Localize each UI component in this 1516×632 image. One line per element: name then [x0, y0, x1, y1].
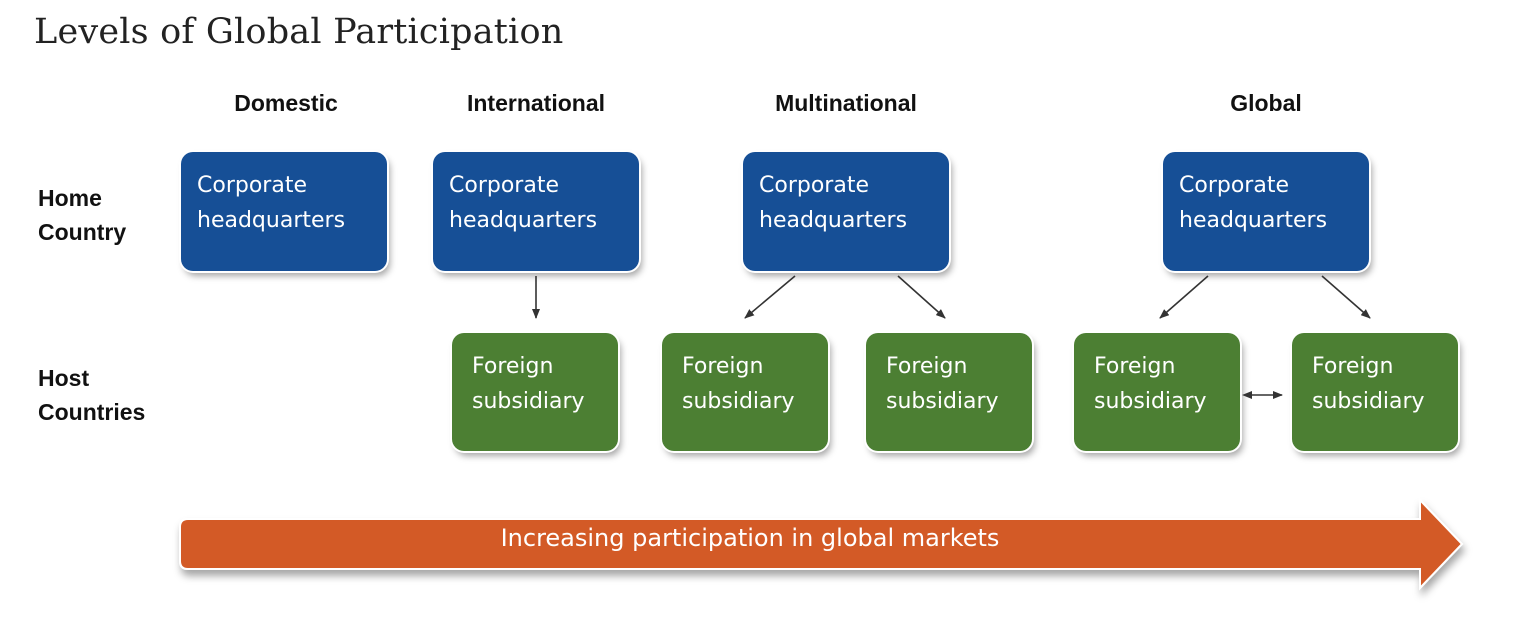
- arrow-multinational-hq-to-subsidiary-2: [897, 275, 946, 319]
- subsidiary-label-line: Foreign: [1312, 354, 1394, 379]
- subsidiary-label-line: Foreign: [682, 354, 764, 379]
- row-heading-host-countries: Host Countries: [38, 361, 145, 429]
- hq-box-global: Corporate headquarters: [1163, 152, 1369, 271]
- hq-box-domestic: Corporate headquarters: [181, 152, 387, 271]
- hq-label-line: Corporate: [449, 173, 559, 198]
- subsidiary-label-line: Foreign: [472, 354, 554, 379]
- subsidiary-box-global-2: Foreign subsidiary: [1292, 333, 1458, 451]
- participation-banner-arrow: [179, 497, 1464, 591]
- row-heading-line: Country: [38, 219, 127, 245]
- hq-label-line: headquarters: [449, 208, 598, 233]
- subsidiary-box-multinational-2: Foreign subsidiary: [866, 333, 1032, 451]
- diagram-title: Levels of Global Participation: [34, 12, 564, 52]
- subsidiary-box-global-1: Foreign subsidiary: [1074, 333, 1240, 451]
- hq-label-line: Corporate: [1179, 173, 1289, 198]
- hq-label-line: headquarters: [759, 208, 908, 233]
- hq-label-line: Corporate: [759, 173, 869, 198]
- subsidiary-label-line: Foreign: [1094, 354, 1176, 379]
- row-heading-home-country: Home Country: [38, 181, 126, 249]
- row-heading-line: Home: [38, 185, 102, 211]
- subsidiary-label-line: subsidiary: [1312, 389, 1425, 414]
- column-heading-domestic: Domestic: [234, 90, 338, 116]
- subsidiary-label-line: subsidiary: [682, 389, 795, 414]
- row-heading-line: Host: [38, 365, 90, 391]
- column-heading-global: Global: [1230, 90, 1302, 116]
- subsidiary-label-line: subsidiary: [886, 389, 999, 414]
- hq-box-international: Corporate headquarters: [433, 152, 639, 271]
- row-heading-line: Countries: [38, 399, 146, 425]
- hq-label-line: headquarters: [1179, 208, 1328, 233]
- arrow-global-hq-to-subsidiary-2: [1321, 275, 1371, 319]
- column-heading-international: International: [466, 90, 605, 116]
- column-heading-multinational: Multinational: [775, 90, 917, 116]
- subsidiary-label-line: subsidiary: [1094, 389, 1207, 414]
- hq-label-line: headquarters: [197, 208, 346, 233]
- hq-box-multinational: Corporate headquarters: [743, 152, 949, 271]
- subsidiary-box-international: Foreign subsidiary: [452, 333, 618, 451]
- subsidiary-label-line: subsidiary: [472, 389, 585, 414]
- subsidiary-label-line: Foreign: [886, 354, 968, 379]
- arrow-global-hq-to-subsidiary-1: [1159, 275, 1209, 319]
- participation-banner-label: Increasing participation in global marke…: [500, 524, 1000, 552]
- arrow-multinational-hq-to-subsidiary-1: [744, 275, 796, 319]
- subsidiary-box-multinational-1: Foreign subsidiary: [662, 333, 828, 451]
- hq-label-line: Corporate: [197, 173, 307, 198]
